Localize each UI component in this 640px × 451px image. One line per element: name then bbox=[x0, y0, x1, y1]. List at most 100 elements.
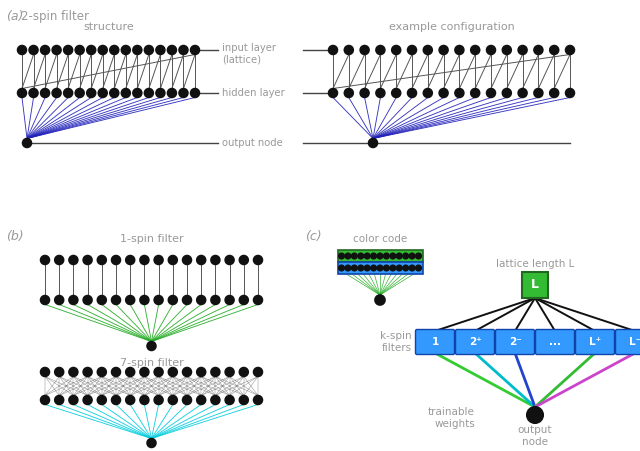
Text: (c): (c) bbox=[305, 230, 322, 243]
Circle shape bbox=[345, 253, 351, 259]
Circle shape bbox=[211, 256, 220, 264]
Circle shape bbox=[371, 265, 376, 271]
Circle shape bbox=[518, 88, 527, 97]
Circle shape bbox=[415, 265, 422, 271]
Text: input layer
(lattice): input layer (lattice) bbox=[222, 43, 276, 64]
Circle shape bbox=[168, 295, 177, 304]
Circle shape bbox=[358, 265, 364, 271]
Circle shape bbox=[17, 46, 26, 55]
Circle shape bbox=[40, 295, 49, 304]
Circle shape bbox=[111, 396, 120, 405]
Circle shape bbox=[196, 368, 205, 377]
Circle shape bbox=[63, 46, 72, 55]
Circle shape bbox=[168, 396, 177, 405]
Circle shape bbox=[168, 46, 177, 55]
Circle shape bbox=[182, 256, 191, 264]
Circle shape bbox=[54, 396, 64, 405]
Circle shape bbox=[191, 88, 200, 97]
Text: hidden layer: hidden layer bbox=[222, 88, 285, 98]
Circle shape bbox=[566, 46, 575, 55]
Text: color code: color code bbox=[353, 234, 407, 244]
Circle shape bbox=[518, 46, 527, 55]
Circle shape bbox=[97, 295, 106, 304]
Circle shape bbox=[390, 265, 396, 271]
Circle shape bbox=[182, 368, 191, 377]
Circle shape bbox=[168, 368, 177, 377]
Circle shape bbox=[403, 265, 409, 271]
Circle shape bbox=[351, 253, 357, 259]
Circle shape bbox=[360, 88, 369, 97]
Circle shape bbox=[253, 396, 262, 405]
Text: lattice length L: lattice length L bbox=[496, 259, 574, 269]
Circle shape bbox=[396, 253, 403, 259]
Circle shape bbox=[54, 295, 64, 304]
Circle shape bbox=[239, 295, 248, 304]
Circle shape bbox=[486, 46, 495, 55]
Circle shape bbox=[86, 88, 96, 97]
Circle shape bbox=[40, 88, 49, 97]
Circle shape bbox=[69, 256, 78, 264]
Circle shape bbox=[225, 396, 234, 405]
Circle shape bbox=[52, 88, 61, 97]
Circle shape bbox=[470, 88, 480, 97]
Circle shape bbox=[140, 256, 149, 264]
Circle shape bbox=[470, 46, 480, 55]
Circle shape bbox=[179, 46, 188, 55]
Circle shape bbox=[408, 88, 417, 97]
Circle shape bbox=[377, 265, 383, 271]
Circle shape bbox=[75, 46, 84, 55]
Circle shape bbox=[97, 368, 106, 377]
Circle shape bbox=[154, 396, 163, 405]
Circle shape bbox=[390, 253, 396, 259]
Circle shape bbox=[369, 138, 378, 147]
Circle shape bbox=[40, 256, 49, 264]
Circle shape bbox=[86, 46, 96, 55]
FancyBboxPatch shape bbox=[456, 330, 495, 354]
Text: trainable
weights: trainable weights bbox=[428, 407, 475, 428]
Circle shape bbox=[351, 265, 357, 271]
Circle shape bbox=[154, 295, 163, 304]
Circle shape bbox=[486, 88, 495, 97]
Circle shape bbox=[63, 88, 72, 97]
Circle shape bbox=[122, 88, 131, 97]
Circle shape bbox=[550, 46, 559, 55]
Circle shape bbox=[344, 46, 353, 55]
Circle shape bbox=[239, 396, 248, 405]
Text: 1: 1 bbox=[431, 337, 438, 347]
Circle shape bbox=[339, 253, 344, 259]
Circle shape bbox=[534, 46, 543, 55]
Circle shape bbox=[168, 88, 177, 97]
Circle shape bbox=[147, 438, 156, 447]
Circle shape bbox=[22, 138, 31, 147]
Circle shape bbox=[253, 295, 262, 304]
Text: L: L bbox=[531, 279, 539, 291]
FancyBboxPatch shape bbox=[575, 330, 614, 354]
Circle shape bbox=[54, 256, 64, 264]
Text: (a): (a) bbox=[6, 10, 24, 23]
Text: (b): (b) bbox=[6, 230, 24, 243]
Circle shape bbox=[392, 46, 401, 55]
Bar bbox=[337, 262, 422, 274]
Circle shape bbox=[253, 256, 262, 264]
Circle shape bbox=[371, 253, 376, 259]
Circle shape bbox=[360, 46, 369, 55]
Circle shape bbox=[140, 396, 149, 405]
Circle shape bbox=[111, 295, 120, 304]
Circle shape bbox=[69, 396, 78, 405]
Circle shape bbox=[196, 295, 205, 304]
Circle shape bbox=[455, 46, 464, 55]
Circle shape bbox=[364, 253, 370, 259]
Circle shape bbox=[125, 396, 134, 405]
Text: output
node: output node bbox=[518, 425, 552, 446]
Circle shape bbox=[145, 88, 154, 97]
Circle shape bbox=[253, 368, 262, 377]
Circle shape bbox=[377, 253, 383, 259]
Circle shape bbox=[133, 88, 142, 97]
Circle shape bbox=[98, 46, 108, 55]
Circle shape bbox=[40, 46, 49, 55]
Circle shape bbox=[344, 88, 353, 97]
FancyBboxPatch shape bbox=[536, 330, 575, 354]
Circle shape bbox=[191, 46, 200, 55]
Circle shape bbox=[225, 368, 234, 377]
Text: 2⁺: 2⁺ bbox=[468, 337, 481, 347]
